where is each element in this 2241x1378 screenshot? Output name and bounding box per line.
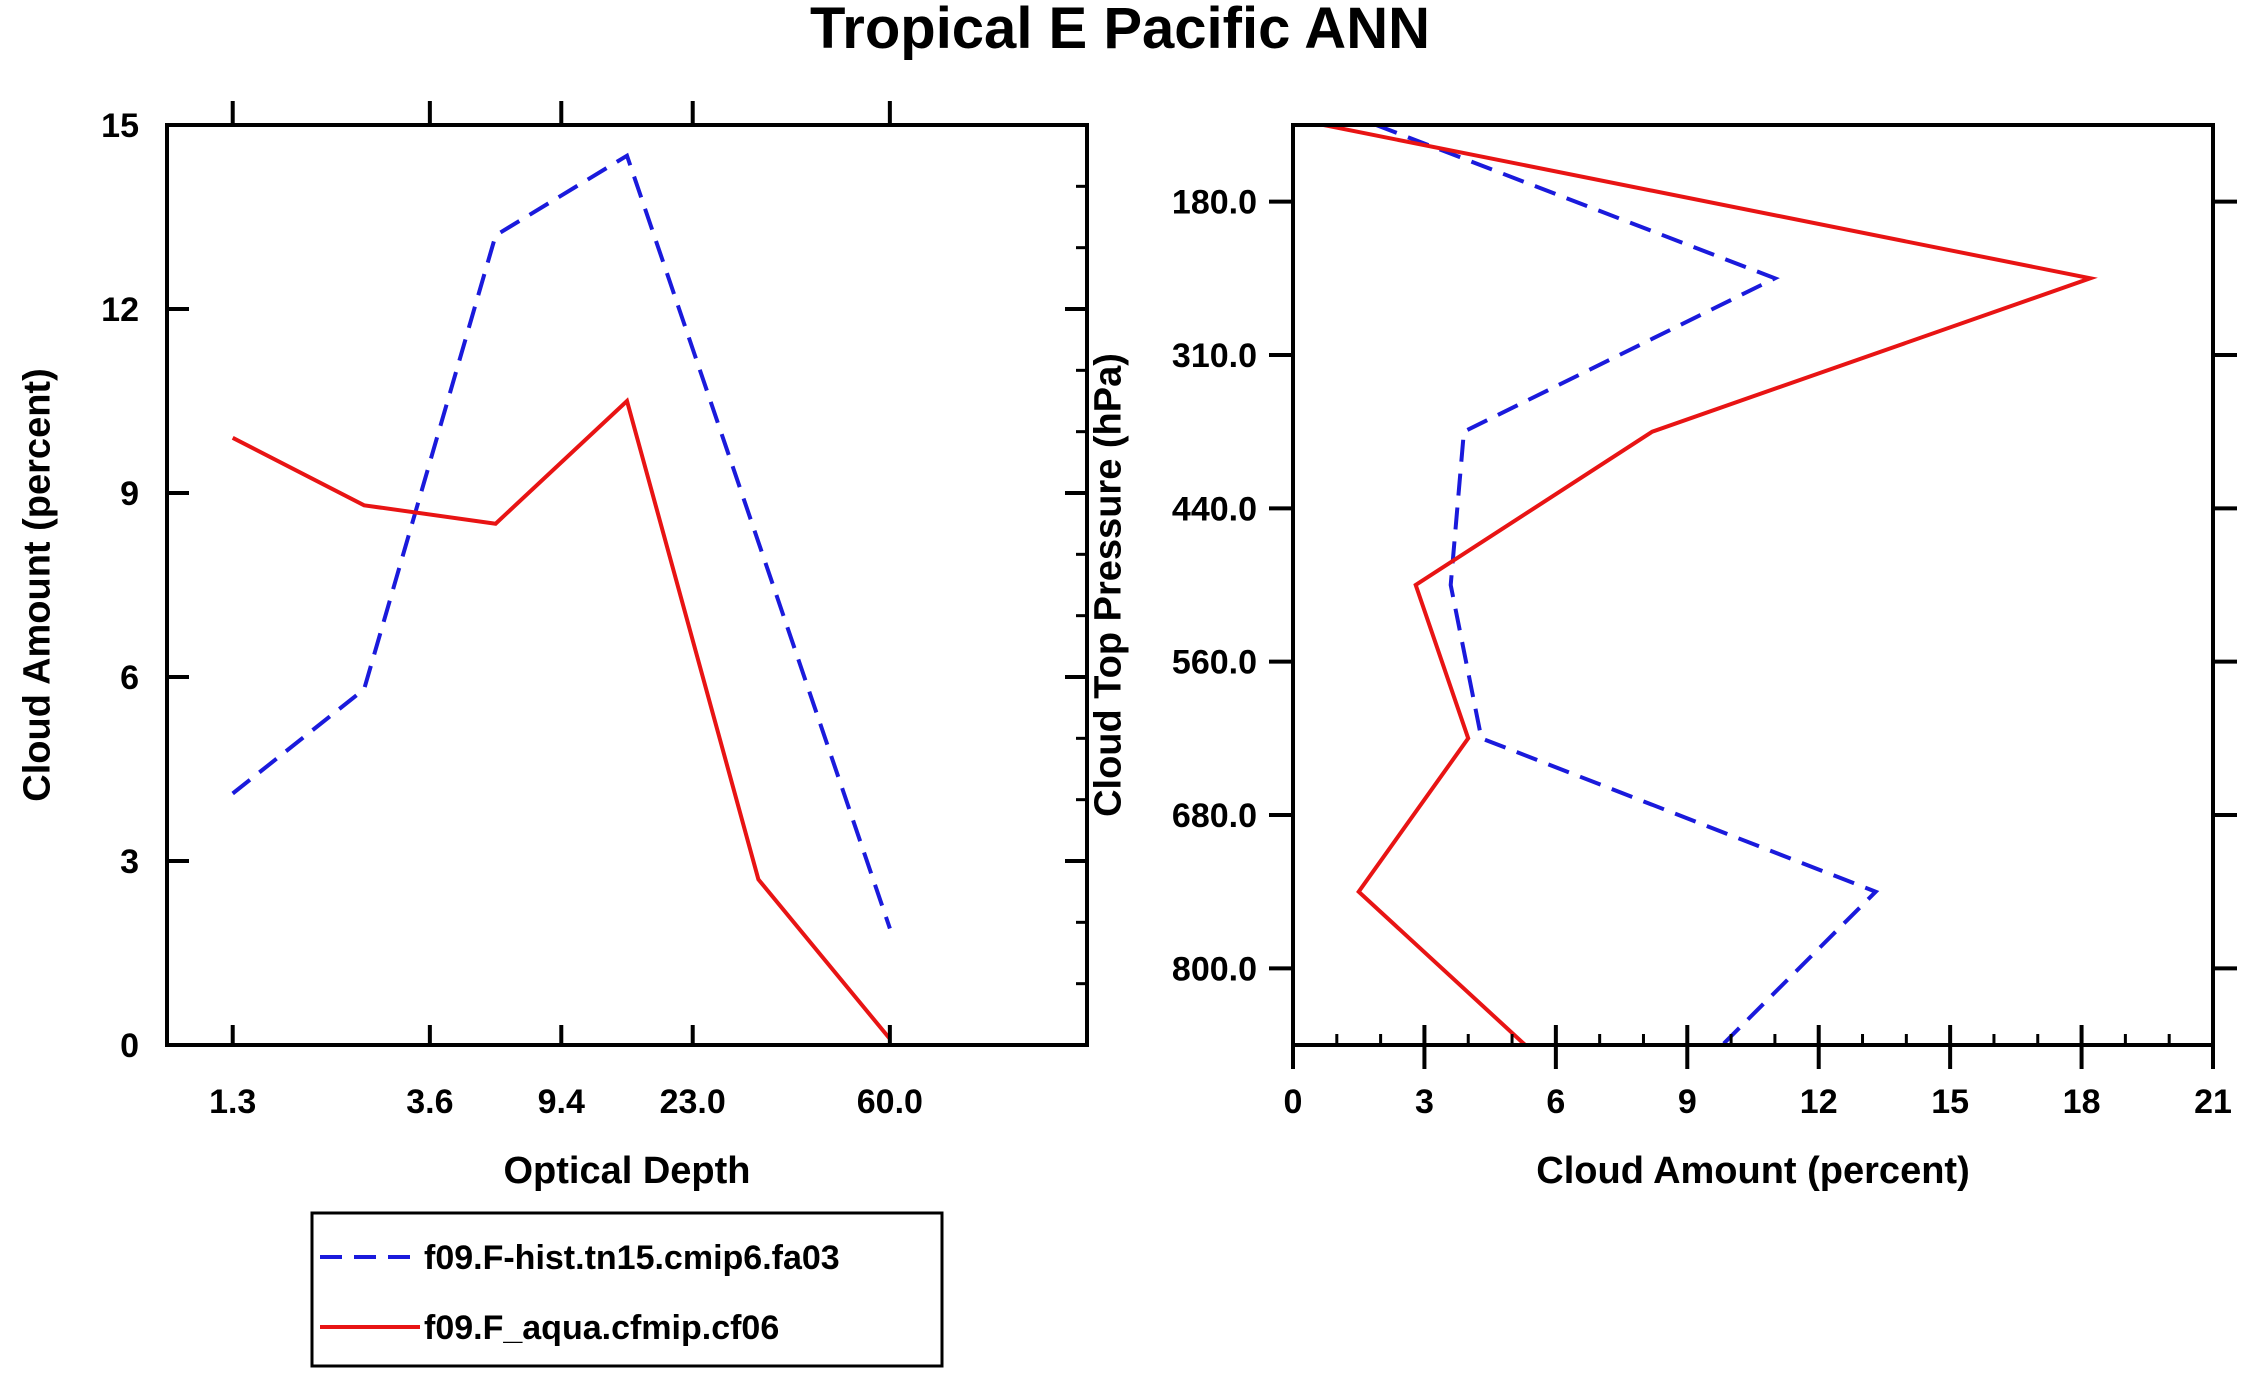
left-y-tick-label: 15 [101,107,139,145]
right-x-axis-label: Cloud Amount (percent) [1536,1150,1969,1192]
left-x-tick-label: 23.0 [660,1083,726,1121]
right-y-tick-label: 440.0 [1172,490,1257,528]
right-y-tick-label: 800.0 [1172,950,1257,988]
left-ticks-group: 0 3 6 9 12 15 1.3 3.6 9.4 23.0 60.0 [101,101,1087,1121]
left-y-tick-label: 0 [120,1027,139,1065]
right-y-tick-label: 560.0 [1172,644,1257,682]
left-y-tick-label: 12 [101,291,139,329]
right-series-group [1323,123,2098,1047]
left-y-axis-label: Cloud Amount (percent) [16,368,58,801]
left-y-tick-label: 3 [120,843,139,881]
right-x-tick-label: 0 [1284,1083,1303,1121]
left-series-line-2 [231,397,892,1041]
chart-title: Tropical E Pacific ANN [810,0,1430,61]
right-x-tick-label: 15 [1931,1083,1969,1121]
left-plot-frame [165,123,1089,1047]
right-y-tick-label: 680.0 [1172,797,1257,835]
left-series-line-1 [231,152,892,930]
right-x-tick-label: 3 [1415,1083,1434,1121]
left-x-axis-label: Optical Depth [503,1150,750,1192]
right-plot-frame [1291,123,2215,1047]
right-x-tick-label: 21 [2194,1083,2232,1121]
legend-box [310,1211,944,1368]
right-x-tick-label: 6 [1546,1083,1565,1121]
left-x-tick-label: 60.0 [857,1083,923,1121]
left-series-group [231,152,892,1041]
right-y-tick-label: 180.0 [1172,184,1257,222]
right-x-tick-label: 18 [2063,1083,2101,1121]
legend-label-series-2: f09.F_aqua.cfmip.cf06 [424,1309,779,1347]
left-y-tick-label: 6 [120,659,139,697]
left-x-tick-label: 9.4 [538,1083,585,1121]
legend: f09.F-hist.tn15.cmip6.fa03 f09.F_aqua.cf… [310,1211,944,1368]
right-series-line-1 [1375,123,1880,1047]
right-y-axis-label: Cloud Top Pressure (hPa) [1087,353,1129,817]
left-x-tick-label: 1.3 [209,1083,256,1121]
left-x-tick-label: 3.6 [406,1083,453,1121]
right-series-line-2 [1323,123,2098,1047]
right-ticks-group: 0 3 6 9 12 15 18 21 180.0 310.0 440.0 560.0 680.0 800… [1172,184,2237,1121]
right-x-tick-label: 12 [1800,1083,1838,1121]
right-panel: 0 3 6 9 12 15 18 21 180.0 310.0 440.0 560.0 680.0 800… [1087,123,2237,1192]
right-y-tick-label: 310.0 [1172,337,1257,375]
left-y-tick-label: 9 [120,475,139,513]
right-x-tick-label: 9 [1678,1083,1697,1121]
legend-label-series-1: f09.F-hist.tn15.cmip6.fa03 [424,1239,840,1277]
